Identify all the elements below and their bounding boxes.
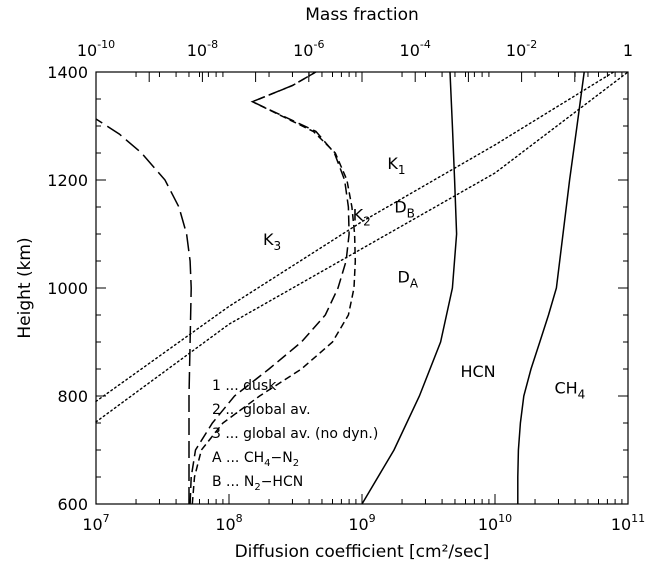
y-axis-label: Height (km) [15, 237, 35, 338]
x2-tick-labels: 10-10 10-8 10-6 10-4 10-2 1 [77, 38, 633, 60]
legend-entry: 3 ... global av. (no dyn.) [212, 426, 378, 442]
series-line-hcn [361, 71, 458, 505]
x-tick-label: 107 [82, 512, 109, 534]
legend-entry-b: B ... N2−HCN [212, 474, 303, 493]
x-tick-label: 108 [215, 512, 242, 534]
curve-label: K2 [353, 206, 371, 229]
x2-tick-label: 10-2 [506, 38, 537, 60]
curve-label: DB [394, 197, 415, 220]
y-tick-label: 1400 [47, 63, 88, 82]
y-tick-label: 1000 [47, 279, 88, 298]
y-tick-labels: 600 800 1000 1200 1400 [47, 63, 88, 514]
curve-label: HCN [460, 362, 495, 381]
legend-entry: 1 ... dusk [212, 378, 277, 394]
series-line-k3 [95, 118, 192, 504]
curve-label: CH4 [554, 378, 585, 401]
series-line-d-a [95, 71, 629, 423]
x-tick-label: 1010 [478, 512, 512, 534]
series-line-d-b [95, 71, 615, 403]
x-tick-label: 1011 [611, 512, 645, 534]
legend: 1 ... dusk 2 ... global av. 3 ... global… [212, 378, 378, 493]
series-line-k2 [189, 71, 350, 505]
series-line-k1 [191, 71, 357, 505]
y-tick-label: 600 [57, 495, 88, 514]
curve-label: K3 [263, 230, 281, 253]
legend-entry-a: A ... CH4−N2 [212, 450, 299, 469]
x2-tick-label: 10-6 [293, 38, 324, 60]
series-curves [95, 71, 629, 505]
curve-label: DA [398, 268, 419, 291]
legend-entry: 2 ... global av. [212, 402, 311, 418]
x2-tick-label: 10-8 [187, 38, 218, 60]
x-tick-label: 109 [348, 512, 375, 534]
x-tick-labels: 107 108 109 1010 1011 [82, 512, 645, 534]
x-axis-label: Diffusion coefficient [cm²/sec] [235, 542, 490, 562]
x2-axis-label: Mass fraction [305, 5, 419, 25]
y-tick-label: 800 [57, 387, 88, 406]
curve-label: K1 [387, 154, 405, 177]
axis-ticks [95, 71, 629, 505]
y-tick-label: 1200 [47, 171, 88, 190]
curve-labels: K1 K2 K3 DB DA HCN CH4 [263, 154, 585, 401]
x2-tick-label: 10-10 [77, 38, 115, 60]
x2-tick-label: 10-4 [400, 38, 431, 60]
x2-tick-label: 1 [623, 41, 633, 60]
series-line-ch4 [517, 71, 585, 504]
